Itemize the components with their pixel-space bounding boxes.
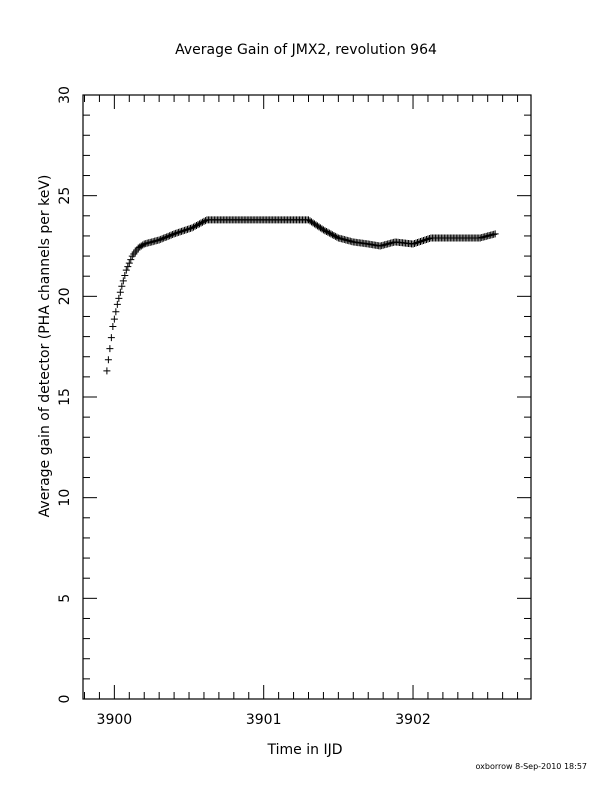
data-point [188,224,196,232]
data-point [328,231,336,239]
data-point [179,227,187,235]
x-tick-label: 3902 [395,712,431,728]
data-point [184,225,192,233]
data-point [166,232,174,240]
y-tick-label: 5 [57,594,73,603]
data-point [155,236,163,244]
data-point [125,259,133,267]
data-point [169,231,177,239]
data-point [176,228,184,236]
data-point [424,235,432,243]
data-point [330,232,338,240]
y-tick-label: 30 [57,86,73,104]
data-point [116,288,124,296]
data-point [191,222,199,230]
data-point [139,241,147,249]
data-point [113,300,121,308]
data-point [195,220,203,228]
data-point [411,239,419,247]
data-point [200,217,208,225]
x-tick-label: 3900 [97,712,133,728]
data-point [107,334,115,342]
data-point [491,230,499,238]
data-point [158,235,166,243]
data-point [194,221,202,229]
plot-frame [82,94,532,700]
data-point [409,240,417,248]
data-point [327,230,335,238]
data-point [414,238,422,246]
data-point [425,234,433,242]
data-point [115,294,123,302]
data-point [197,219,205,227]
data-point [172,229,180,237]
data-point [325,229,333,237]
data-point [181,226,189,234]
data-point [104,356,112,364]
data-point [178,227,186,235]
data-point [422,235,430,243]
axis-ticks [83,94,531,700]
data-point [324,228,332,236]
plot-area-border [82,94,532,700]
data-point [321,227,329,235]
data-point [412,239,420,247]
data-point [106,345,114,353]
data-point [175,228,183,236]
data-point [124,263,132,271]
data-point [163,233,171,241]
data-point [110,315,118,323]
data-point [322,228,330,236]
data-point [421,236,429,244]
data-point [121,272,129,280]
y-tick-label: 0 [57,695,73,704]
data-point [127,256,135,264]
data-point [167,231,175,239]
chart-title: Average Gain of JMX2, revolution 964 [175,42,437,58]
y-axis-label: Average gain of detector (PHA channels p… [37,175,53,518]
data-point [416,237,424,245]
data-point [187,224,195,232]
y-tick-label: 10 [57,489,73,507]
data-point [122,266,130,274]
data-point [185,225,193,233]
data-point [331,232,339,240]
data-point [119,277,127,285]
data-point [201,217,209,225]
data-point [418,237,426,245]
data-point [170,230,178,238]
data-point [161,234,169,242]
data-point [109,323,117,331]
x-tick-label: 3901 [246,712,282,728]
data-point [415,238,423,246]
data-point [160,234,168,242]
data-point [333,233,341,241]
y-tick-label: 20 [57,287,73,305]
data-point [118,282,126,290]
data-point [112,308,120,316]
data-series [103,216,499,375]
data-point [198,218,206,226]
data-point [103,367,111,375]
data-point [318,225,326,233]
tick-labels: 3900 3901 3902 0 5 10 15 20 25 30 [57,86,431,728]
x-axis-label: Time in IJD [267,742,343,758]
data-point [190,223,198,231]
data-point [319,226,327,234]
y-tick-label: 15 [57,388,73,406]
footer-stamp: oxborrow 8-Sep-2010 18:57 [476,762,588,771]
y-tick-label: 25 [57,187,73,205]
data-point [182,226,190,234]
data-point [164,232,172,240]
data-point [192,221,200,229]
data-point [419,236,427,244]
data-point [157,235,165,243]
data-point [173,229,181,237]
